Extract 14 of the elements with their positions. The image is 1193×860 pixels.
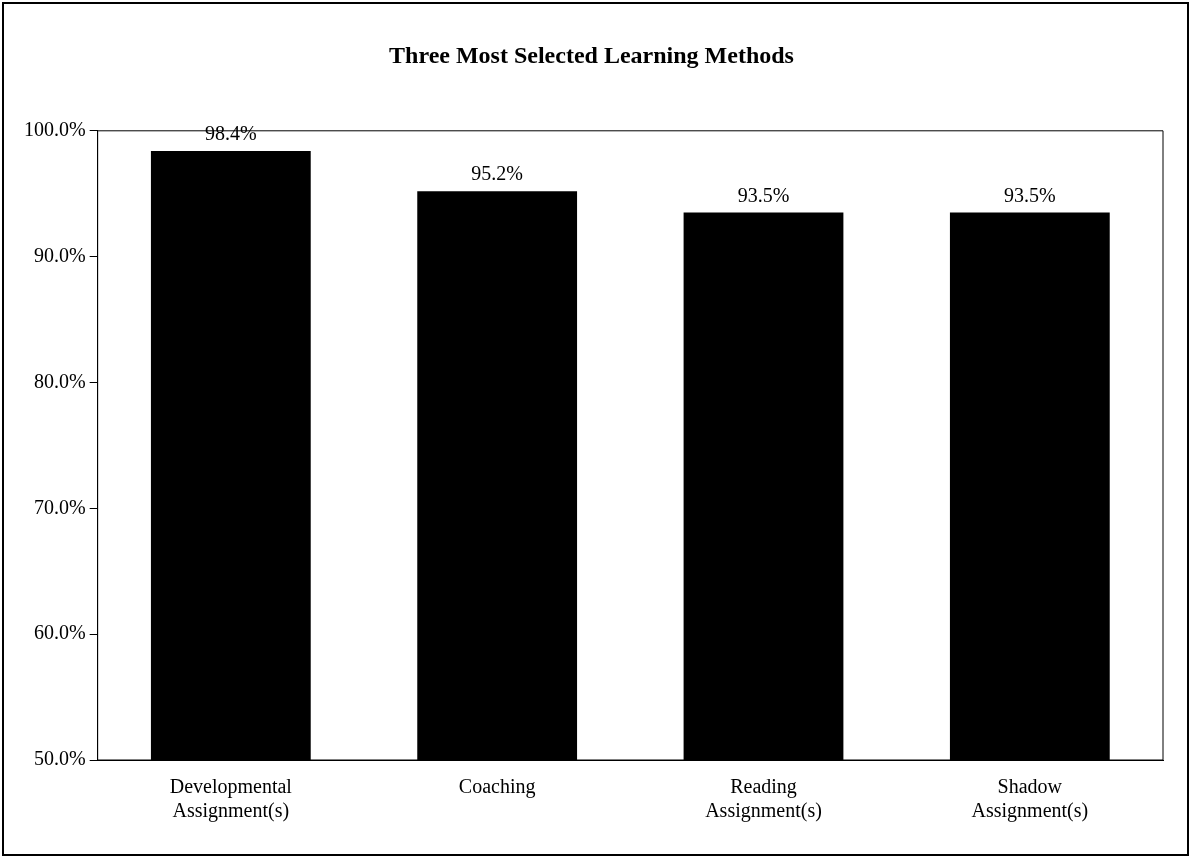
data-label: 93.5% [1004, 183, 1056, 206]
y-tick-label: 70.0% [33, 495, 86, 518]
x-tick-label: Reading Assignment(s) [705, 775, 822, 823]
y-tick-label: 60.0% [33, 621, 86, 644]
data-label: 93.5% [737, 183, 790, 206]
y-tick-label: 80.0% [33, 369, 86, 392]
x-tick-label: Developmental Assignment(s) [169, 775, 293, 823]
y-tick-label: 50.0% [33, 747, 86, 770]
y-tick-label: 90.0% [33, 243, 86, 266]
x-tick-label: Shadow Assignment(s) [971, 775, 1089, 823]
x-tick-label: Coaching [458, 775, 536, 799]
chart-title: Three Most Selected Learning Methods [389, 41, 794, 68]
data-label: 95.2% [471, 162, 523, 185]
y-tick-label: 100.0% [23, 118, 86, 141]
